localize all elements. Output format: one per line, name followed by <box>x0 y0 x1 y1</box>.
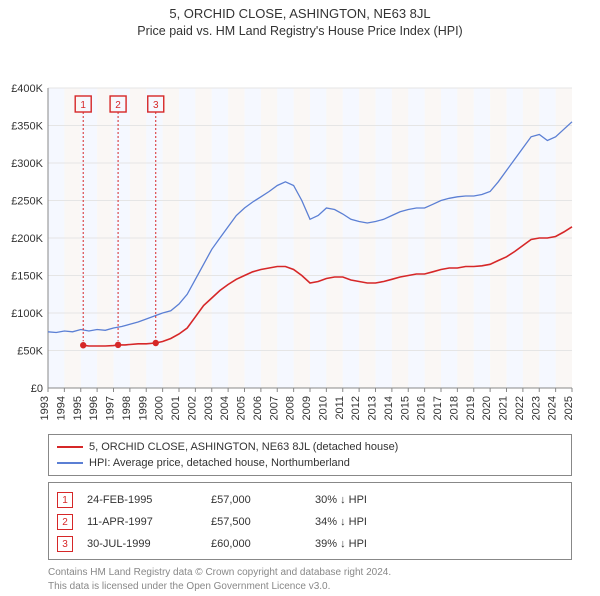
svg-text:£400K: £400K <box>11 83 43 95</box>
table-row: 2 11-APR-1997 £57,500 34% ↓ HPI <box>57 511 563 533</box>
legend-item: HPI: Average price, detached house, Nort… <box>57 455 563 471</box>
svg-text:2022: 2022 <box>514 396 526 420</box>
tx-delta: 34% ↓ HPI <box>315 516 425 528</box>
legend-item: 5, ORCHID CLOSE, ASHINGTON, NE63 8JL (de… <box>57 439 563 455</box>
tx-date: 30-JUL-1999 <box>87 538 197 550</box>
svg-text:£50K: £50K <box>17 346 43 358</box>
svg-text:2011: 2011 <box>334 396 346 420</box>
tx-delta: 39% ↓ HPI <box>315 538 425 550</box>
svg-text:2006: 2006 <box>252 396 264 420</box>
svg-text:2013: 2013 <box>367 396 379 420</box>
svg-text:1997: 1997 <box>105 396 117 420</box>
fineprint: Contains HM Land Registry data © Crown c… <box>48 566 572 593</box>
svg-text:2014: 2014 <box>383 396 395 420</box>
svg-text:£200K: £200K <box>11 233 43 245</box>
svg-text:2001: 2001 <box>170 396 182 420</box>
chart-container: £0 £50K £100K £150K £200K £250K £300K £350K £400… <box>0 38 600 428</box>
svg-text:1998: 1998 <box>121 396 133 420</box>
svg-text:£250K: £250K <box>11 196 43 208</box>
svg-text:2018: 2018 <box>448 396 460 420</box>
price-chart: £0 £50K £100K £150K £200K £250K £300K £350K £400… <box>0 38 600 428</box>
svg-text:2025: 2025 <box>563 396 575 420</box>
fineprint-line: Contains HM Land Registry data © Crown c… <box>48 566 572 580</box>
legend-label: HPI: Average price, detached house, Nort… <box>89 457 350 469</box>
svg-text:2012: 2012 <box>350 396 362 420</box>
tx-marker-box: 3 <box>57 536 73 552</box>
svg-text:2: 2 <box>115 100 121 111</box>
legend-swatch <box>57 462 83 464</box>
svg-text:2009: 2009 <box>301 396 313 420</box>
tx-price: £60,000 <box>211 538 301 550</box>
tx-marker-box: 1 <box>57 492 73 508</box>
transactions-table: 1 24-FEB-1995 £57,000 30% ↓ HPI 2 11-APR… <box>48 482 572 560</box>
tx-price: £57,500 <box>211 516 301 528</box>
svg-text:£150K: £150K <box>11 271 43 283</box>
svg-text:£300K: £300K <box>11 158 43 170</box>
table-row: 1 24-FEB-1995 £57,000 30% ↓ HPI <box>57 489 563 511</box>
svg-text:2019: 2019 <box>465 396 477 420</box>
tx-date: 11-APR-1997 <box>87 516 197 528</box>
svg-text:1: 1 <box>80 100 86 111</box>
tx-date: 24-FEB-1995 <box>87 494 197 506</box>
svg-text:2007: 2007 <box>268 396 280 420</box>
svg-text:1995: 1995 <box>72 396 84 420</box>
svg-text:2017: 2017 <box>432 396 444 420</box>
svg-text:2002: 2002 <box>186 396 198 420</box>
svg-text:1994: 1994 <box>55 396 67 420</box>
legend: 5, ORCHID CLOSE, ASHINGTON, NE63 8JL (de… <box>48 434 572 476</box>
chart-title-line1: 5, ORCHID CLOSE, ASHINGTON, NE63 8JL <box>0 6 600 21</box>
svg-text:2004: 2004 <box>219 396 231 420</box>
svg-text:2020: 2020 <box>481 396 493 420</box>
svg-text:2021: 2021 <box>498 396 510 420</box>
svg-text:2015: 2015 <box>399 396 411 420</box>
svg-text:3: 3 <box>153 100 159 111</box>
legend-swatch <box>57 446 83 448</box>
tx-price: £57,000 <box>211 494 301 506</box>
svg-text:2000: 2000 <box>154 396 166 420</box>
svg-text:2003: 2003 <box>203 396 215 420</box>
svg-text:2005: 2005 <box>236 396 248 420</box>
svg-text:1993: 1993 <box>39 396 51 420</box>
svg-text:2023: 2023 <box>530 396 542 420</box>
svg-text:£100K: £100K <box>11 308 43 320</box>
svg-text:£350K: £350K <box>11 121 43 133</box>
svg-text:2016: 2016 <box>416 396 428 420</box>
svg-text:2024: 2024 <box>547 396 559 420</box>
tx-delta: 30% ↓ HPI <box>315 494 425 506</box>
svg-text:2010: 2010 <box>317 396 329 420</box>
svg-text:1999: 1999 <box>137 396 149 420</box>
svg-text:£0: £0 <box>31 383 43 395</box>
svg-text:2008: 2008 <box>285 396 297 420</box>
table-row: 3 30-JUL-1999 £60,000 39% ↓ HPI <box>57 533 563 555</box>
chart-title-line2: Price paid vs. HM Land Registry's House … <box>0 24 600 38</box>
tx-marker-box: 2 <box>57 514 73 530</box>
svg-text:1996: 1996 <box>88 396 100 420</box>
fineprint-line: This data is licensed under the Open Gov… <box>48 580 572 594</box>
legend-label: 5, ORCHID CLOSE, ASHINGTON, NE63 8JL (de… <box>89 441 398 453</box>
